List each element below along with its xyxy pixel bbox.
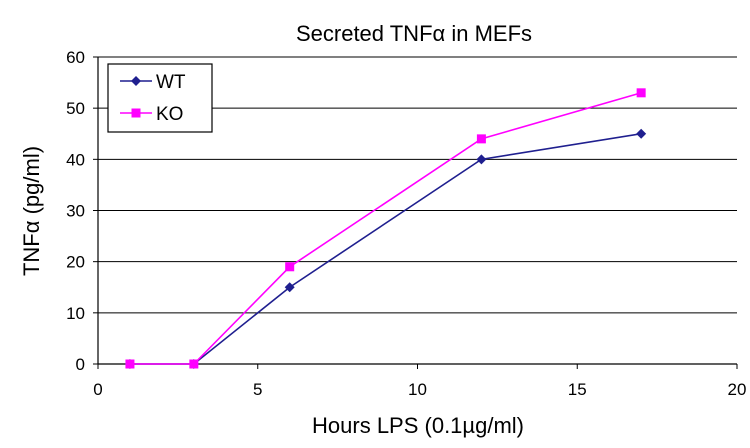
legend-label-wt: WT <box>156 72 186 93</box>
legend: WT KO <box>107 63 213 133</box>
series-line-wt <box>129 132 642 365</box>
data-point-ko <box>476 134 486 144</box>
legend-marker-ko <box>131 108 141 118</box>
y-tick-label: 0 <box>76 355 85 374</box>
data-series <box>124 88 647 369</box>
data-point-ko <box>189 359 199 369</box>
y-tick-label: 60 <box>66 48 85 67</box>
series-ko <box>125 88 646 369</box>
data-point-wt <box>476 154 487 165</box>
legend-box <box>107 63 213 133</box>
data-point-ko <box>285 262 295 272</box>
y-axis-label: TNFα (pg/ml) <box>19 146 44 276</box>
axes: 0 10 20 30 40 50 60 0 5 10 15 20 <box>66 48 746 399</box>
x-tick-label: 20 <box>728 380 747 399</box>
x-tick-label: 0 <box>93 380 102 399</box>
x-axis-label: Hours LPS (0.1µg/ml) <box>312 413 524 438</box>
series-line-ko <box>129 92 642 365</box>
legend-marker-wt <box>131 76 141 86</box>
x-tick-label: 15 <box>568 380 587 399</box>
chart-title: Secreted TNFα in MEFs <box>296 21 532 46</box>
y-tick-label: 40 <box>66 150 85 169</box>
data-point-ko <box>125 359 135 369</box>
series-wt <box>124 128 647 369</box>
y-tick-label: 30 <box>66 202 85 221</box>
data-point-wt <box>284 282 295 293</box>
y-tick-label: 20 <box>66 253 85 272</box>
y-tick-label: 50 <box>66 99 85 118</box>
x-tick-label: 5 <box>253 380 262 399</box>
legend-label-ko: KO <box>156 104 183 125</box>
y-tick-label: 10 <box>66 304 85 323</box>
data-point-wt <box>636 128 647 139</box>
x-tick-label: 10 <box>408 380 427 399</box>
data-point-ko <box>636 88 646 98</box>
